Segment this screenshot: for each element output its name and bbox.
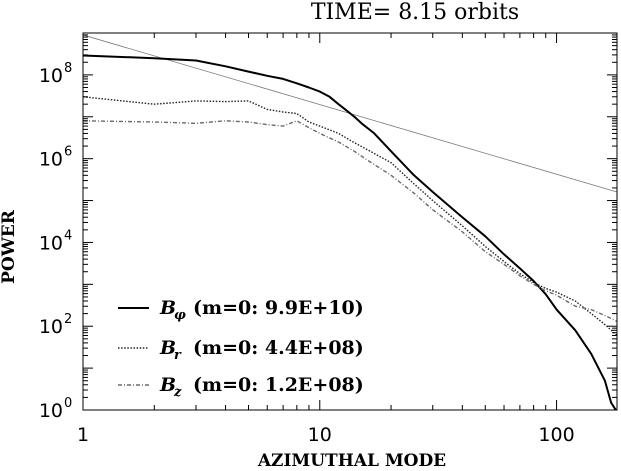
y-tick-exponent: 4 [64,228,72,243]
x-axis-label: AZIMUTHAL MODE [257,451,446,471]
x-tick-label: 100 [538,424,574,446]
legend-label-3: (m=0: 1.2E+08) [193,374,364,396]
series-line-3 [83,120,617,323]
y-tick-exponent: 8 [64,61,72,76]
legend-label-1: (m=0: 9.9E+10) [193,297,364,319]
legend-label-2: (m=0: 4.4E+08) [193,337,364,359]
series-line-2 [83,96,617,337]
y-axis-label: POWER [0,209,19,284]
y-tick-label: 10 [39,65,63,87]
y-tick-label: 10 [39,400,63,422]
legend-subscript-3: z [173,385,182,400]
y-tick-exponent: 6 [64,145,72,160]
y-tick-exponent: 0 [64,396,72,411]
x-tick-label: 10 [308,424,332,446]
legend-symbol-1: B [159,297,176,319]
plot-area [83,34,617,410]
y-tick-label: 10 [39,149,63,171]
legend: Bφ (m=0: 9.9E+10) Br (m=0: 4.4E+08) Bz (m=0: … [118,297,364,400]
legend-symbol-2: B [159,337,176,359]
y-tick-label: 10 [39,316,63,338]
series-line-1 [83,54,617,410]
x-tick-label: 1 [77,424,89,446]
plot-frame [82,32,618,411]
legend-subscript-1: φ [174,308,186,323]
y-tick-label: 10 [39,232,63,254]
legend-subscript-2: r [174,348,182,363]
chart-title: TIME= 8.15 orbits [311,0,519,25]
legend-symbol-3: B [159,374,176,396]
y-tick-exponent: 2 [64,312,72,327]
